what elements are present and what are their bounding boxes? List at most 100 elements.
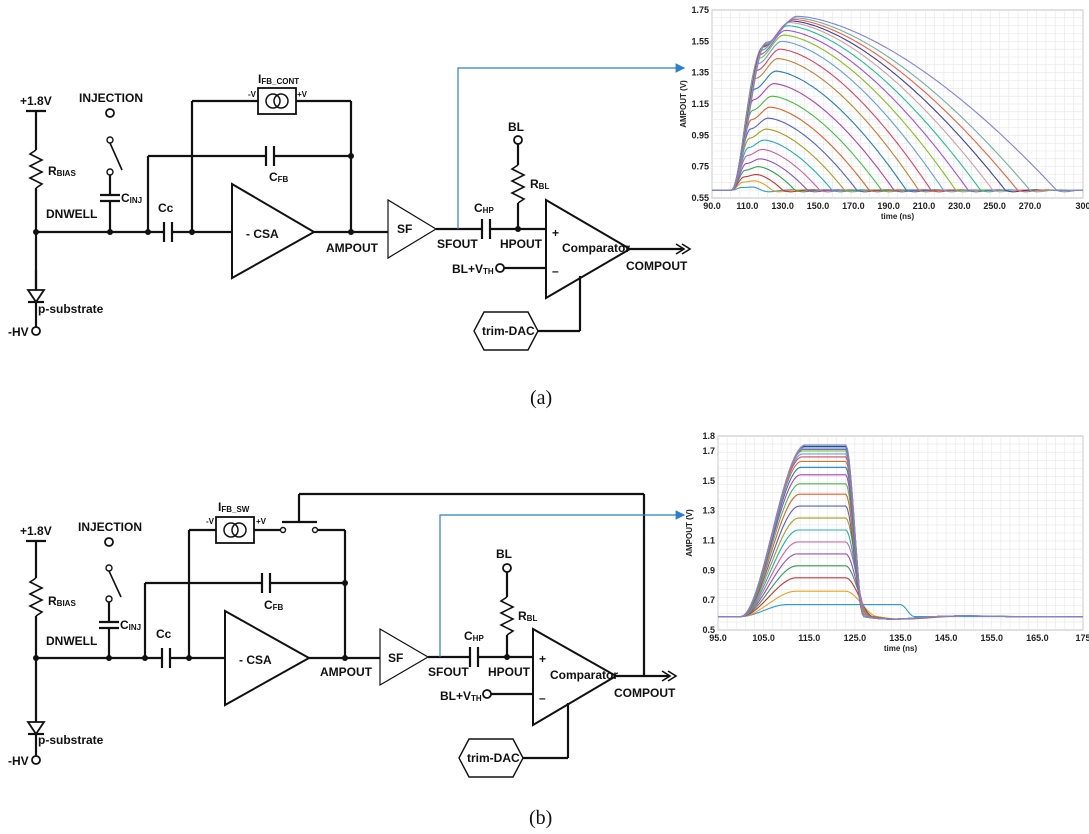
cinj-label-a: CINJ bbox=[121, 191, 142, 205]
blvth-label-b: BL+VTH bbox=[440, 689, 482, 703]
compout-label-b: COMPOUT bbox=[614, 686, 676, 700]
bl-label-a: BL bbox=[508, 120, 524, 134]
caption-b: (b) bbox=[529, 807, 552, 829]
y-tick-label: 0.95 bbox=[691, 130, 709, 140]
x-tick-label: 145.0 bbox=[935, 633, 958, 643]
comparator-label-a: Comparator bbox=[562, 241, 630, 255]
hv-label-a: -HV bbox=[8, 325, 29, 339]
sfout-label-a: SFOUT bbox=[437, 237, 478, 251]
psub-label-a: p-substrate bbox=[38, 302, 104, 316]
y-tick-label: 0.9 bbox=[702, 565, 715, 575]
y-tick-label: 1.8 bbox=[702, 431, 715, 441]
x-tick-label: 105.0 bbox=[752, 633, 775, 643]
chp-label-b: CHP bbox=[464, 629, 484, 643]
x-axis-label: time (ns) bbox=[884, 644, 918, 653]
y-tick-label: 1.7 bbox=[702, 446, 715, 456]
cfb-label-b: CFB bbox=[264, 598, 284, 612]
hv-label-b: -HV bbox=[8, 754, 29, 768]
x-tick-label: 130.0 bbox=[771, 201, 794, 211]
x-tick-label: 250.0 bbox=[983, 201, 1006, 211]
rbias-label-b: RBIAS bbox=[48, 594, 76, 608]
x-tick-label: 115.0 bbox=[798, 633, 820, 643]
ampout-label-a: AMPOUT bbox=[326, 241, 379, 255]
ifb-label-b: IFB_SW bbox=[218, 500, 250, 514]
x-tick-label: 230.0 bbox=[948, 201, 971, 211]
x-tick-label: 95.0 bbox=[709, 633, 727, 643]
ampout-plot-b: 95.0 105.0 115.0 125.0 135.0 145.0 155.0 165.0 1… bbox=[685, 431, 1089, 653]
trimdac-label-a: trim-DAC bbox=[482, 324, 535, 338]
csa-label-a: - CSA bbox=[246, 227, 279, 241]
y-axis-label: AMPOUT (V) bbox=[679, 80, 688, 128]
comp-plus-a: + bbox=[552, 226, 559, 240]
ifb-plus-v-b: +V bbox=[256, 517, 267, 526]
schematic-b: +1.8V RBIAS INJECTION CINJ DNWELL p-subs… bbox=[8, 492, 686, 829]
x-tick-label: 165.0 bbox=[1026, 633, 1049, 643]
y-tick-label: 1.15 bbox=[691, 99, 709, 109]
series-group bbox=[712, 15, 1083, 193]
csa-label-b: - CSA bbox=[239, 653, 272, 667]
y-tick-label: 1.1 bbox=[702, 535, 715, 545]
hpout-label-b: HPOUT bbox=[488, 665, 531, 679]
blvth-label-a: BL+VTH bbox=[452, 262, 494, 276]
trimdac-label-b: trim-DAC bbox=[467, 751, 520, 765]
x-tick-label: 270.0 bbox=[1019, 201, 1042, 211]
x-tick-label: 150.0 bbox=[807, 201, 830, 211]
ampout-plot-a: 90.0 110.0 130.0 150.0 170.0 190.0 210.0 230.0 2… bbox=[679, 5, 1089, 221]
cfb-label-a: CFB bbox=[269, 170, 289, 184]
cc-label-b: Cc bbox=[156, 627, 172, 641]
comp-minus-a: – bbox=[552, 264, 559, 278]
x-tick-label: 300 bbox=[1075, 201, 1089, 211]
x-tick-label: 155.0 bbox=[980, 633, 1003, 643]
y-tick-label: 1.35 bbox=[691, 68, 709, 78]
x-tick-label: 125.0 bbox=[844, 633, 867, 643]
cc-label-a: Cc bbox=[158, 201, 174, 215]
y-axis-label: AMPOUT (V) bbox=[685, 509, 694, 557]
ifb-minus-v-a: -V bbox=[248, 90, 257, 99]
x-tick-label: 175 bbox=[1075, 633, 1089, 643]
y-tick-label: 0.55 bbox=[691, 193, 709, 203]
x-tick-label: 210.0 bbox=[913, 201, 936, 211]
dnwell-label-a: DNWELL bbox=[46, 207, 97, 221]
ampout-label-b: AMPOUT bbox=[320, 665, 373, 679]
comparator-label-b: Comparator bbox=[550, 668, 618, 682]
series-group bbox=[718, 444, 1083, 620]
y-tick-label: 1.3 bbox=[702, 506, 715, 516]
ifb-minus-v-b: -V bbox=[206, 517, 215, 526]
y-tick-label: 0.75 bbox=[691, 162, 709, 172]
chp-label-a: CHP bbox=[474, 201, 494, 215]
y-tick-label: 1.75 bbox=[691, 5, 709, 15]
y-tick-label: 1.55 bbox=[691, 36, 709, 46]
schematic-a: +1.8V RBIAS INJECTION CINJ DNWELL p-subs… bbox=[8, 63, 692, 409]
bl-label-b: BL bbox=[496, 547, 512, 561]
y-tick-label: 1.5 bbox=[702, 476, 715, 486]
x-tick-label: 170.0 bbox=[842, 201, 865, 211]
compout-label-a: COMPOUT bbox=[626, 259, 688, 273]
x-tick-label: 90.0 bbox=[703, 201, 721, 211]
vdd-label-b: +1.8V bbox=[20, 524, 52, 538]
x-axis-label: time (ns) bbox=[881, 212, 915, 221]
injection-label-a: INJECTION bbox=[79, 91, 143, 105]
x-tick-label: 190.0 bbox=[877, 201, 900, 211]
vdd-label-a: +1.8V bbox=[20, 94, 52, 108]
sf-label-a: SF bbox=[397, 222, 412, 236]
x-tick-label: 135.0 bbox=[889, 633, 912, 643]
ifb-label-a: IFB_CONT bbox=[258, 72, 299, 86]
sf-label-b: SF bbox=[388, 651, 403, 665]
y-tick-label: 0.7 bbox=[702, 595, 715, 605]
psub-label-b: p-substrate bbox=[38, 733, 104, 747]
dnwell-label-b: DNWELL bbox=[46, 634, 97, 648]
cinj-label-b: CINJ bbox=[120, 618, 141, 632]
series-line bbox=[718, 444, 1083, 620]
series-line bbox=[712, 15, 1083, 193]
hpout-label-a: HPOUT bbox=[500, 237, 543, 251]
comp-minus-b: – bbox=[539, 691, 546, 705]
y-tick-label: 0.5 bbox=[702, 625, 715, 635]
ifb-plus-v-a: +V bbox=[297, 90, 308, 99]
rbl-label-a: RBL bbox=[530, 177, 549, 191]
caption-a: (a) bbox=[530, 387, 552, 409]
injection-label-b: INJECTION bbox=[78, 520, 142, 534]
x-tick-label: 110.0 bbox=[736, 201, 758, 211]
comp-plus-b: + bbox=[539, 652, 546, 666]
sfout-label-b: SFOUT bbox=[428, 665, 469, 679]
